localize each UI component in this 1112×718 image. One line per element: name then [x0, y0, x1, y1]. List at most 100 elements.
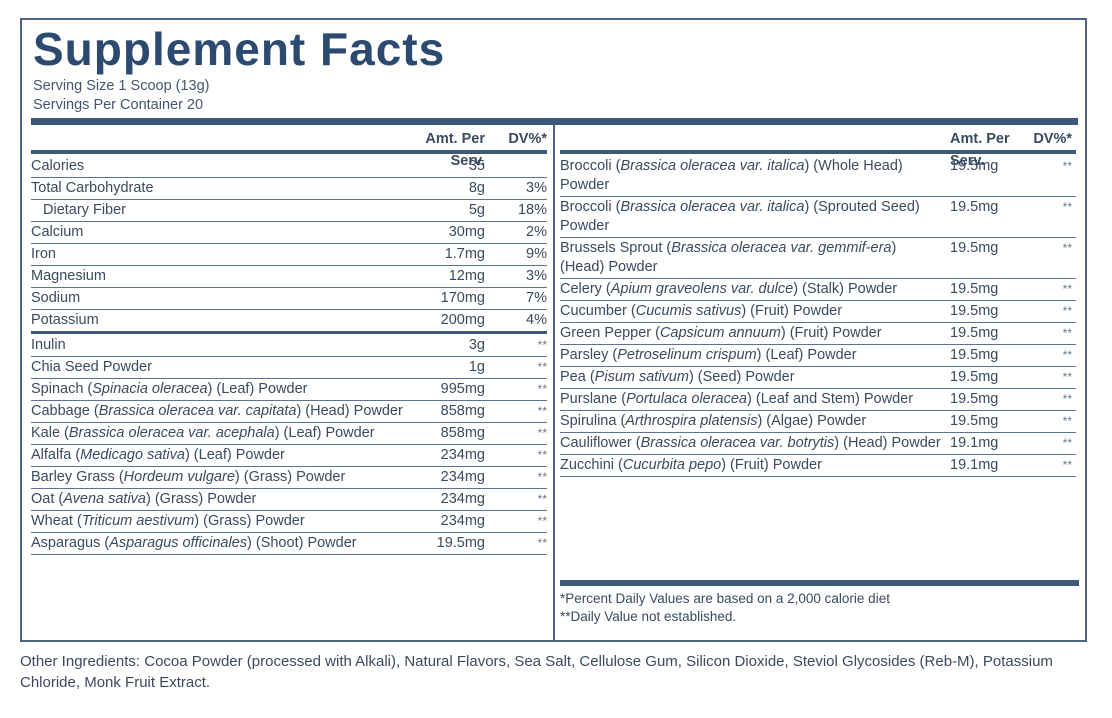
header-amount: Amt. Per Serv.: [425, 131, 485, 169]
footnote: **Daily Value not established.: [560, 609, 737, 624]
nutrient-name: Kale (Brassica oleracea var. acephala) (…: [31, 424, 410, 443]
other-ingredients: Other Ingredients: Cocoa Powder (process…: [20, 653, 1053, 691]
latin-name: Brassica oleracea var. italica: [620, 158, 805, 174]
nutrient-row: Spirulina (Arthrospira platensis) (Algae…: [560, 411, 1076, 433]
daily-value: **: [537, 514, 547, 528]
amount: 19.1mg: [950, 457, 999, 473]
nutrient-row: Celery (Apium graveolens var. dulce) (St…: [560, 279, 1076, 301]
name-text: Iron: [31, 246, 56, 262]
nutrient-name: Chia Seed Powder: [31, 358, 410, 377]
latin-name: Portulaca oleracea: [626, 391, 748, 407]
daily-value-empty: [485, 156, 547, 177]
amount: 19.5mg: [950, 369, 999, 385]
right-table: Amt. Per Serv. DV%* Broccoli (Brassica ole…: [560, 128, 1076, 477]
name-text: Green Pepper (: [560, 325, 660, 341]
nutrient-name: Iron: [31, 244, 410, 265]
nutrient-row: Iron 1.7mg 9%: [31, 244, 547, 266]
latin-name: Medicago sativa: [80, 447, 185, 463]
amount: 19.5mg: [950, 347, 999, 363]
amount: 19.1mg: [950, 435, 999, 451]
daily-value: **: [537, 404, 547, 418]
column-divider: [553, 124, 555, 640]
nutrient-row: Green Pepper (Capsicum annuum) (Fruit) P…: [560, 323, 1076, 345]
nutrient-row: Zucchini (Cucurbita pepo) (Fruit) Powder…: [560, 455, 1076, 477]
nutrient-row: Wheat (Triticum aestivum) (Grass) Powder…: [31, 511, 547, 533]
name-text: Broccoli (: [560, 199, 621, 215]
daily-value: **: [537, 382, 547, 396]
latin-name: Spinacia oleracea: [92, 381, 208, 397]
name-text: ) (Leaf) Powder: [756, 347, 857, 363]
nutrient-row: Inulin 3g **: [31, 335, 547, 357]
nutrient-row: Calcium 30mg 2%: [31, 222, 547, 244]
daily-value: 9%: [526, 246, 547, 262]
daily-value: **: [1062, 458, 1072, 472]
latin-name: Hordeum vulgare: [123, 469, 235, 485]
daily-value: **: [1062, 200, 1072, 214]
latin-name: Cucurbita pepo: [622, 457, 722, 473]
name-text: ) (Grass) Powder: [194, 513, 305, 529]
nutrient-name: Sodium: [31, 288, 410, 309]
nutrient-row: Asparagus (Asparagus officinales) (Shoot…: [31, 533, 547, 555]
name-text: ) (Stalk) Powder: [793, 281, 898, 297]
daily-value: **: [1062, 370, 1072, 384]
amount: 19.5mg: [950, 199, 999, 215]
name-text: Oat (: [31, 491, 64, 507]
amount: 19.5mg: [950, 325, 999, 341]
nutrient-name: Zucchini (Cucurbita pepo) (Fruit) Powder: [560, 456, 950, 475]
daily-value: **: [1062, 282, 1072, 296]
amount: 1.7mg: [444, 246, 485, 262]
name-text: Total Carbohydrate: [31, 180, 154, 196]
amount: 12mg: [448, 268, 485, 284]
name-text: Potassium: [31, 312, 99, 328]
nutrient-row: Cauliflower (Brassica oleracea var. botr…: [560, 433, 1076, 455]
amount: 234mg: [440, 491, 485, 507]
nutrient-row: Potassium 200mg 4%: [31, 310, 547, 331]
nutrient-name: Cucumber (Cucumis sativus) (Fruit) Powde…: [560, 302, 950, 321]
amount: 234mg: [440, 469, 485, 485]
name-text: ) (Fruit) Powder: [721, 457, 822, 473]
amount: 19.5mg: [950, 240, 999, 256]
name-text: Kale (: [31, 425, 69, 441]
amount: 234mg: [440, 447, 485, 463]
nutrient-name: Spirulina (Arthrospira platensis) (Algae…: [560, 412, 950, 431]
name-text: Asparagus (: [31, 535, 110, 551]
daily-value: 4%: [526, 312, 547, 328]
amount: 1g: [468, 359, 485, 375]
name-text: Celery (: [560, 281, 611, 297]
nutrient-row: Magnesium 12mg 3%: [31, 266, 547, 288]
name-text: Pea (: [560, 369, 595, 385]
row-group: Calories 35 Total Carbohydrate 8g 3% Dietary …: [31, 156, 547, 334]
name-text: ) (Leaf) Powder: [207, 381, 308, 397]
name-text: ) (Head) Powder: [296, 403, 403, 419]
latin-name: Brassica oleracea var. gemmif-era: [671, 240, 892, 256]
name-text: Barley Grass (: [31, 469, 124, 485]
name-text: ) (Fruit) Powder: [780, 325, 882, 341]
amount: 19.5mg: [436, 535, 485, 551]
name-text: Alfalfa (: [31, 447, 81, 463]
nutrient-row: Kale (Brassica oleracea var. acephala) (…: [31, 423, 547, 445]
amount: 8g: [468, 180, 485, 196]
name-text: Spinach (: [31, 381, 93, 397]
nutrient-row: Oat (Avena sativa) (Grass) Powder 234mg **: [31, 489, 547, 511]
latin-name: Capsicum annuum: [659, 325, 781, 341]
latin-name: Petroselinum crispum: [617, 347, 757, 363]
nutrient-name: Wheat (Triticum aestivum) (Grass) Powder: [31, 512, 410, 531]
amount: 234mg: [440, 513, 485, 529]
nutrient-name: Potassium: [31, 310, 410, 331]
latin-name: Arthrospira platensis: [625, 413, 758, 429]
name-text: ) (Fruit) Powder: [741, 303, 843, 319]
amount: 200mg: [440, 312, 485, 328]
name-text: Sodium: [31, 290, 81, 306]
name-text: ) (Algae) Powder: [757, 413, 867, 429]
name-text: ) (Head) Powder: [834, 435, 941, 451]
left-table: Amt. Per Serv. DV%* Calories 35 Total Carboh…: [31, 128, 547, 555]
nutrient-name: Broccoli (Brassica oleracea var. italica…: [560, 198, 950, 236]
name-text: ) (Grass) Powder: [146, 491, 257, 507]
header-dv: DV%*: [508, 131, 547, 147]
table-header: Amt. Per Serv. DV%*: [560, 128, 1076, 169]
nutrient-name: Barley Grass (Hordeum vulgare) (Grass) P…: [31, 468, 410, 487]
name-text: Magnesium: [31, 268, 106, 284]
amount: 19.5mg: [950, 303, 999, 319]
name-text: ) (Leaf and Stem) Powder: [747, 391, 914, 407]
servings-per-container: Servings Per Container 20: [33, 97, 204, 113]
